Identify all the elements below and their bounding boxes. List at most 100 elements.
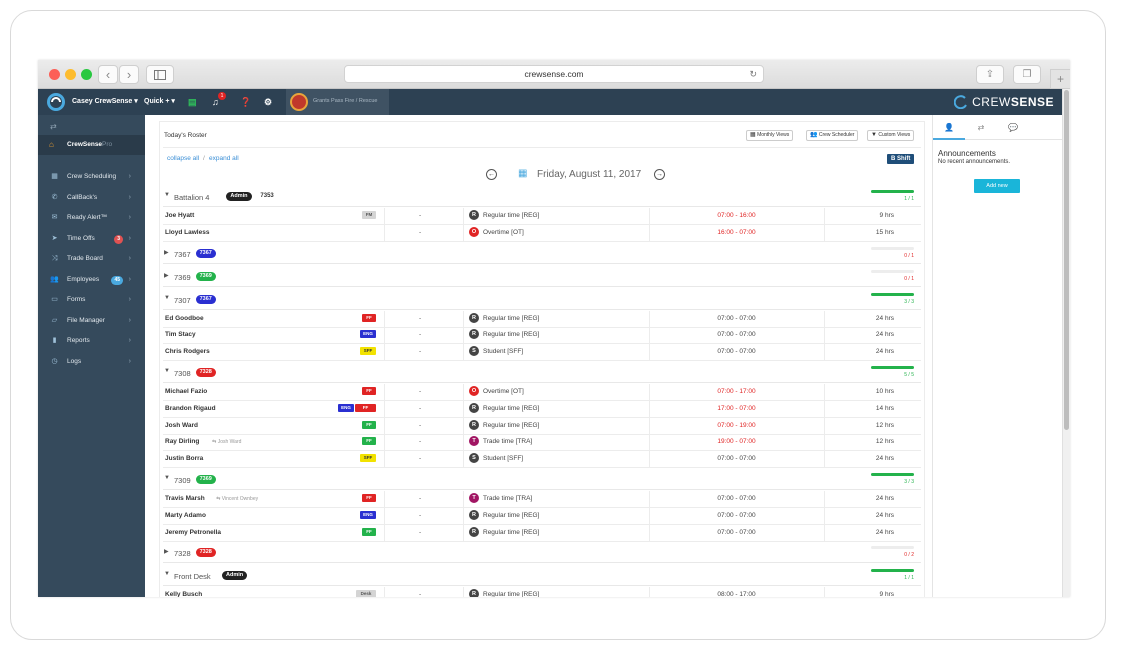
caret-down-icon[interactable]: ▼ <box>164 571 170 578</box>
employee-name[interactable]: Joe Hyatt <box>165 212 195 219</box>
shift-badge[interactable]: B Shift <box>887 154 915 164</box>
table-row[interactable]: Josh Ward FF - R Regular time [REG] 07:0… <box>163 417 921 435</box>
settings-icon[interactable]: ⚙ <box>264 97 273 107</box>
prev-day-icon[interactable]: ← <box>486 169 497 180</box>
table-row[interactable]: Tim Stacy ENG - R Regular time [REG] 07:… <box>163 327 921 345</box>
sidebar-item-logs[interactable]: ◷ Logs › <box>38 352 145 372</box>
calendar-icon[interactable]: ▤ <box>188 97 197 107</box>
sidebar-item-file-manager[interactable]: ▱ File Manager › <box>38 311 145 331</box>
sidebar-item-reports[interactable]: ▮ Reports › <box>38 331 145 351</box>
user-menu[interactable]: Casey CrewSense ▾ <box>72 98 138 105</box>
tab-chat-icon[interactable]: 💬 <box>1008 123 1018 132</box>
staffing-progress-fill <box>871 190 914 193</box>
new-tab-icon[interactable]: + <box>1050 69 1070 89</box>
sidebar-item-callback-s[interactable]: ✆ CallBack's › <box>38 188 145 208</box>
quick-menu[interactable]: Quick + ▾ <box>144 98 175 105</box>
bell-icon[interactable]: ♫ <box>212 97 219 107</box>
rank-badge-secondary: FF <box>355 403 376 412</box>
caret-right-icon[interactable]: ▶ <box>164 249 169 256</box>
scrollbar-thumb[interactable] <box>1064 90 1069 430</box>
employee-name[interactable]: Brandon Rigaud <box>165 404 216 412</box>
caret-down-icon[interactable]: ▼ <box>164 475 170 481</box>
employee-name[interactable]: Travis Marsh <box>165 495 205 502</box>
sidebar-item-employees[interactable]: 👥 Employees 45 › <box>38 270 145 290</box>
table-row[interactable]: Joe Hyatt FM - R Regular time [REG] 07:0… <box>163 208 921 225</box>
table-row[interactable]: Kelly Busch Desk - R Regular time [REG] … <box>163 587 921 597</box>
table-row[interactable]: Brandon Rigaud ENG FF - R Regular time [R… <box>163 400 921 418</box>
minimize-dot[interactable] <box>65 69 76 80</box>
back-icon[interactable]: ‹ <box>98 65 118 84</box>
sidebar-toggle-icon[interactable] <box>146 65 174 84</box>
trade-partner: ⇆ Vincent Ownbey <box>216 491 258 507</box>
sidebar-item-label: Trade Board <box>67 255 103 262</box>
sidebar-item-forms[interactable]: ▭ Forms › <box>38 290 145 310</box>
swap-icon[interactable]: ⇄ <box>50 122 57 131</box>
next-day-icon[interactable]: → <box>654 169 665 180</box>
table-row[interactable]: Travis Marsh ⇆ Vincent Ownbey FF - T Tra… <box>163 491 921 508</box>
employee-name[interactable]: Ed Goodboe <box>165 314 204 322</box>
sidebar-item-ready-alert[interactable]: ✉ Ready Alert™ › <box>38 208 145 228</box>
group-header[interactable]: ▶ 7367 7367 0 / 1 <box>163 243 921 264</box>
group-header[interactable]: ▶ 7328 7328 0 / 2 <box>163 542 921 564</box>
table-row[interactable]: Lloyd Lawless - O Overtime [OT] 16:00 - … <box>163 224 921 242</box>
scrollbar[interactable] <box>1062 89 1070 597</box>
caret-down-icon[interactable]: ▼ <box>164 294 170 301</box>
help-icon[interactable]: ❓ <box>240 97 252 107</box>
maximize-dot[interactable] <box>81 69 92 80</box>
share-icon[interactable]: ⇪ <box>976 65 1004 84</box>
table-row[interactable]: Michael Fazio FF - O Overtime [OT] 07:00… <box>163 384 921 401</box>
table-row[interactable]: Chris Rodgers SFF - S Student [SFF] 07:0… <box>163 344 921 362</box>
employee-name[interactable]: Chris Rodgers <box>165 348 210 356</box>
group-header[interactable]: ▼ Battalion 4 Admin 7353 1 / 1 <box>163 186 921 207</box>
sidebar-item-trade-board[interactable]: ⤨ Trade Board › <box>38 249 145 269</box>
reload-icon[interactable]: ↻ <box>749 69 757 79</box>
add-new-button[interactable]: Add new <box>974 179 1020 193</box>
tabs-icon[interactable]: ❐ <box>1013 65 1041 84</box>
employee-name[interactable]: Jeremy Petronella <box>165 528 222 536</box>
group-header[interactable]: ▼ Front Desk Admin 1 / 1 <box>163 565 921 587</box>
caret-right-icon[interactable]: ▶ <box>164 549 169 556</box>
group-header[interactable]: ▼ 7308 7328 5 / 5 <box>163 362 921 383</box>
table-row[interactable]: Ed Goodboe FF - R Regular time [REG] 07:… <box>163 310 921 328</box>
close-dot[interactable] <box>49 69 60 80</box>
employee-name[interactable]: Marty Adamo <box>165 511 206 519</box>
row-dash: - <box>419 348 422 356</box>
shuffle-icon: ⤨ <box>51 255 58 262</box>
caret-right-icon[interactable]: ▶ <box>164 272 169 279</box>
sidebar-item-label: Forms <box>67 296 86 303</box>
employee-name[interactable]: Tim Stacy <box>165 331 196 339</box>
caret-down-icon[interactable]: ▼ <box>164 368 170 374</box>
crew-scheduler-button[interactable]: 👥 Crew Scheduler <box>806 130 859 141</box>
custom-views-button[interactable]: ▼ Custom Views <box>867 130 915 141</box>
sidebar-item-label: Ready Alert™ <box>67 214 108 221</box>
monthly-views-button[interactable]: ▦ Monthly Views <box>746 130 794 141</box>
collapse-all-link[interactable]: collapse all <box>167 155 200 162</box>
employee-name[interactable]: Kelly Busch <box>165 591 203 597</box>
employee-name[interactable]: Ray Dirling <box>165 438 200 446</box>
tab-user-icon[interactable]: 👤 <box>933 115 965 140</box>
group-header[interactable]: ▼ 7309 7369 3 / 3 <box>163 469 921 490</box>
shift-hours: 10 hrs <box>875 388 894 395</box>
table-row[interactable]: Marty Adamo ENG - R Regular time [REG] 0… <box>163 507 921 525</box>
department-selector[interactable]: Grants Pass Fire / Rescue <box>286 89 389 115</box>
sidebar-item-time-offs[interactable]: ➤ Time Offs 3 › <box>38 229 145 249</box>
user-avatar-icon[interactable] <box>46 92 66 112</box>
tab-swap-icon[interactable]: ⇄ <box>977 123 985 132</box>
table-row[interactable]: Ray Dirling ⇆ Josh Ward FF - T Trade tim… <box>163 434 921 452</box>
sidebar-item-crew-scheduling[interactable]: ▦ Crew Scheduling › <box>38 167 145 187</box>
group-header[interactable]: ▼ 7307 7367 3 / 3 <box>163 289 921 310</box>
sidebar-home[interactable]: ⌂ CrewSense Pro <box>38 135 145 155</box>
group-header[interactable]: ▶ 7369 7369 0 / 1 <box>163 266 921 287</box>
employee-name[interactable]: Justin Borra <box>165 455 204 463</box>
caret-down-icon[interactable]: ▼ <box>164 192 170 198</box>
group-name: 7309 <box>174 476 191 485</box>
table-row[interactable]: Jeremy Petronella FF - R Regular time [R… <box>163 524 921 542</box>
expand-all-link[interactable]: expand all <box>209 155 239 162</box>
table-row[interactable]: Justin Borra SFF - S Student [SFF] 07:00… <box>163 451 921 469</box>
forward-icon[interactable]: › <box>119 65 139 84</box>
employee-name[interactable]: Josh Ward <box>165 421 198 429</box>
staffing-count: 0 / 1 <box>904 252 914 259</box>
address-bar[interactable]: crewsense.com ↻ <box>344 65 764 83</box>
employee-name[interactable]: Lloyd Lawless <box>165 228 210 236</box>
employee-name[interactable]: Michael Fazio <box>165 388 208 395</box>
